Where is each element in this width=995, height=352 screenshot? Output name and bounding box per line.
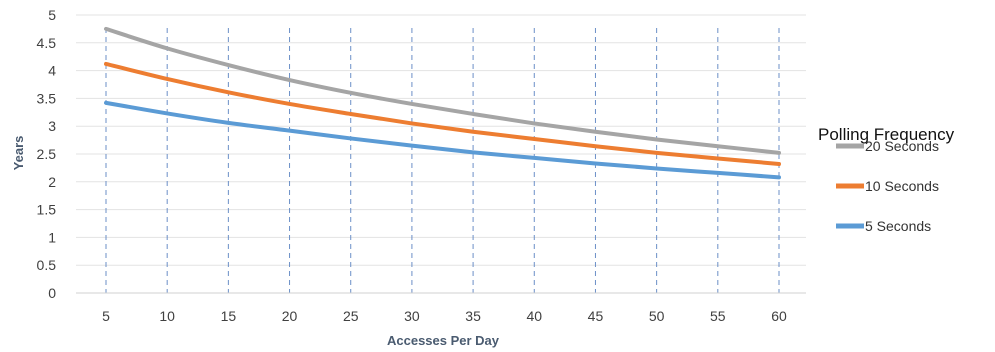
legend-item: 10 Seconds: [836, 178, 939, 194]
x-tick-label: 40: [526, 308, 542, 324]
legend-item: 5 Seconds: [836, 218, 931, 234]
x-tick-label: 30: [404, 308, 420, 324]
y-tick-label: 2: [48, 174, 56, 190]
series-line-5-seconds: [104, 100, 781, 180]
y-tick-label: 4: [48, 63, 56, 79]
y-tick-label: 0.5: [37, 257, 57, 273]
y-tick-label: 5: [48, 7, 56, 23]
y-tick-label: 2.5: [37, 146, 57, 162]
legend-label: 20 Seconds: [865, 138, 939, 154]
legend-item: 20 Seconds: [836, 138, 939, 154]
x-tick-label: 60: [771, 308, 787, 324]
x-tick-label: 50: [649, 308, 665, 324]
x-tick-label: 45: [588, 308, 604, 324]
y-tick-label: 3: [48, 118, 56, 134]
legend-title: Polling Frequency: [818, 125, 955, 144]
legend: Polling Frequency 20 Seconds 10 Seconds 5 …: [818, 125, 955, 234]
x-tick-label: 15: [221, 308, 237, 324]
legend-items: 20 Seconds 10 Seconds 5 Seconds: [836, 138, 939, 234]
legend-label: 10 Seconds: [865, 178, 939, 194]
legend-label: 5 Seconds: [865, 218, 931, 234]
y-tick-label: 3.5: [37, 90, 57, 106]
x-tick-label: 5: [102, 308, 110, 324]
y-tick-label: 1: [48, 229, 56, 245]
y-tick-label: 4.5: [37, 35, 57, 51]
y-tick-label: 0: [48, 285, 56, 301]
series-line-20-seconds: [104, 26, 781, 155]
x-axis-title: Accesses Per Day: [387, 333, 500, 348]
y-axis-tick-labels: 0 0.5 1 1.5 2 2.5 3 3.5 4 4.5 5: [37, 7, 57, 301]
x-tick-label: 25: [343, 308, 359, 324]
vertical-gridlines: [105, 28, 780, 293]
x-tick-label: 55: [710, 308, 726, 324]
x-tick-label: 10: [159, 308, 175, 324]
x-axis-tick-labels: 5 10 15 20 25 30 35 40 45 50 55 60: [102, 308, 787, 324]
x-tick-label: 20: [282, 308, 298, 324]
y-tick-label: 1.5: [37, 202, 57, 218]
series-line-10-seconds: [104, 61, 781, 167]
x-tick-label: 35: [465, 308, 481, 324]
y-axis-title: Years: [11, 136, 26, 171]
series-lines: [104, 26, 781, 180]
